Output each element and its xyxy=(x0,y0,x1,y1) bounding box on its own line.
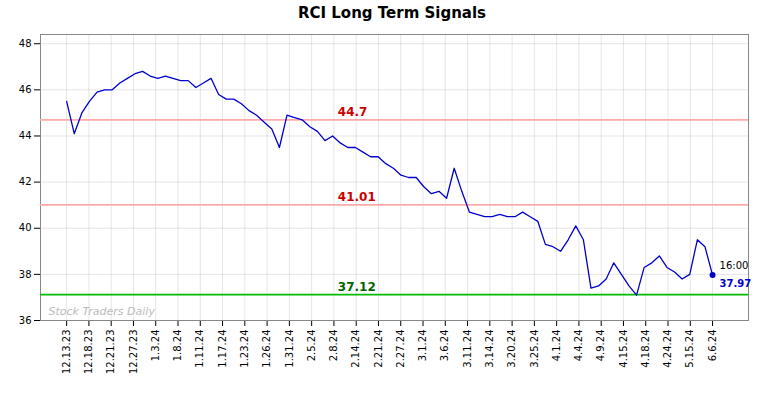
svg-text:3.25.24: 3.25.24 xyxy=(529,330,540,368)
svg-text:36: 36 xyxy=(19,315,32,326)
svg-text:1.8.24: 1.8.24 xyxy=(172,330,183,362)
svg-text:4.15.24: 4.15.24 xyxy=(618,330,629,368)
svg-text:3.6.24: 3.6.24 xyxy=(439,330,450,362)
svg-text:41.01: 41.01 xyxy=(338,190,376,204)
svg-text:3.14.24: 3.14.24 xyxy=(484,330,495,368)
html-text:RCI Long Term Signals: RCI Long Term Signals xyxy=(298,4,486,22)
svg-text:5.15.24: 5.15.24 xyxy=(684,330,695,368)
svg-text:1.23.24: 1.23.24 xyxy=(239,330,250,368)
svg-text:4.24.24: 4.24.24 xyxy=(662,330,673,368)
svg-text:12.13.23: 12.13.23 xyxy=(61,330,72,375)
svg-text:2.8.24: 2.8.24 xyxy=(328,330,339,362)
svg-text:16:00: 16:00 xyxy=(720,260,749,271)
svg-text:12.27.23: 12.27.23 xyxy=(128,330,139,375)
svg-text:2.27.24: 2.27.24 xyxy=(395,330,406,368)
svg-text:46: 46 xyxy=(19,84,32,95)
svg-text:37.12: 37.12 xyxy=(338,280,376,294)
svg-text:2.5.24: 2.5.24 xyxy=(306,330,317,362)
svg-text:1.11.24: 1.11.24 xyxy=(194,330,205,368)
svg-text:4.9.24: 4.9.24 xyxy=(595,330,606,362)
svg-text:2.14.24: 2.14.24 xyxy=(350,330,361,368)
svg-text:42: 42 xyxy=(19,176,32,187)
svg-text:1.3.24: 1.3.24 xyxy=(150,330,161,362)
svg-text:37.97: 37.97 xyxy=(720,278,752,289)
svg-text:12.18.23: 12.18.23 xyxy=(83,330,94,375)
svg-text:6.6.24: 6.6.24 xyxy=(707,330,718,362)
svg-text:4.18.24: 4.18.24 xyxy=(640,330,651,368)
svg-text:3.1.24: 3.1.24 xyxy=(417,330,428,362)
svg-text:4.1.24: 4.1.24 xyxy=(551,330,562,362)
svg-text:2.21.24: 2.21.24 xyxy=(373,330,384,368)
svg-text:44.7: 44.7 xyxy=(338,105,368,119)
svg-text:44: 44 xyxy=(19,130,32,141)
svg-text:4.4.24: 4.4.24 xyxy=(573,330,584,362)
svg-text:1.17.24: 1.17.24 xyxy=(217,330,228,368)
svg-text:3.11.24: 3.11.24 xyxy=(462,330,473,368)
svg-text:1.26.24: 1.26.24 xyxy=(261,330,272,368)
svg-text:Stock Traders Daily: Stock Traders Daily xyxy=(49,305,156,318)
svg-text:12.21.23: 12.21.23 xyxy=(105,330,116,375)
svg-text:38: 38 xyxy=(19,269,32,280)
svg-text:3.20.24: 3.20.24 xyxy=(506,330,517,368)
svg-text:40: 40 xyxy=(19,222,32,233)
svg-text:1.31.24: 1.31.24 xyxy=(284,330,295,368)
svg-text:48: 48 xyxy=(19,38,32,49)
